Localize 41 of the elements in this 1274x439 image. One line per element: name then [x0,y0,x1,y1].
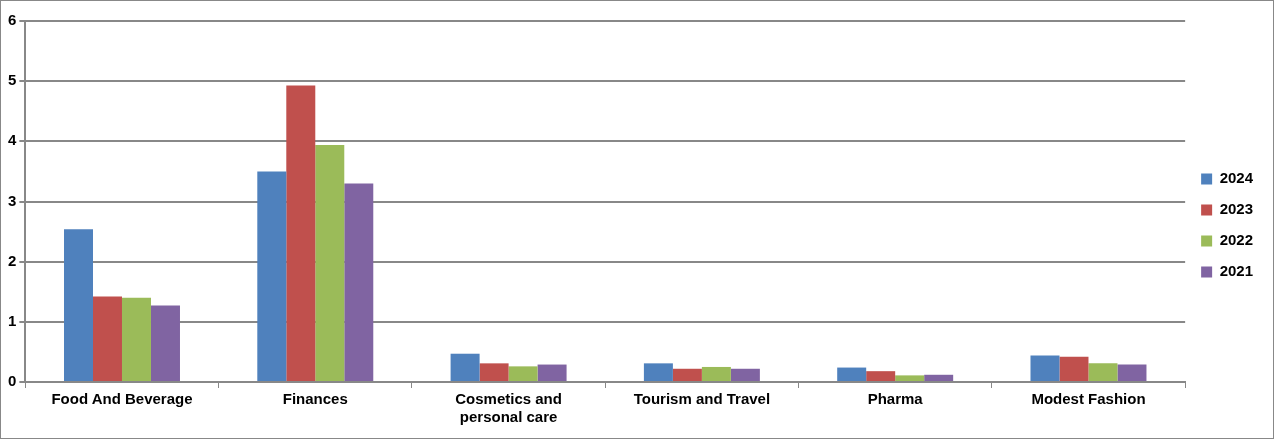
y-tick-label: 6 [8,11,17,29]
bar [924,374,954,381]
legend-label: 2021 [1219,262,1254,280]
x-tick-label: Cosmetics and personal care [455,390,562,426]
bar [730,368,760,381]
bar [93,296,122,381]
x-tick-label: Modest Fashion [1031,390,1146,408]
y-tick-label: 3 [8,191,17,209]
bar [64,229,93,381]
bar [286,85,316,381]
bar [315,144,345,381]
bar [866,371,896,381]
bar [1088,363,1118,381]
bar [1030,355,1060,381]
legend-label: 2024 [1219,169,1254,187]
bar [344,183,374,381]
x-tick-label: Food And Beverage [51,390,193,408]
y-tick-label: 0 [8,372,17,390]
bar [701,366,731,381]
bar [479,363,509,381]
x-tick-label: Pharma [867,390,924,408]
bar [537,364,567,381]
bar [1059,356,1089,381]
legend-label: 2023 [1219,200,1254,218]
y-tick-label: 1 [8,311,17,329]
bar [150,305,180,381]
x-tick-label: Tourism and Travel [633,390,771,408]
bar [643,363,673,381]
bar [450,353,480,381]
bar [508,366,538,381]
x-tick-label: Finances [282,390,348,408]
y-tick-label: 5 [8,71,17,89]
bar [1117,364,1147,381]
bar [257,171,287,381]
bar [121,297,151,381]
bar [895,375,925,381]
bar [672,368,702,381]
y-tick-label: 4 [8,131,17,149]
y-tick-label: 2 [8,251,17,269]
bar [837,367,867,381]
legend-label: 2022 [1219,231,1254,249]
